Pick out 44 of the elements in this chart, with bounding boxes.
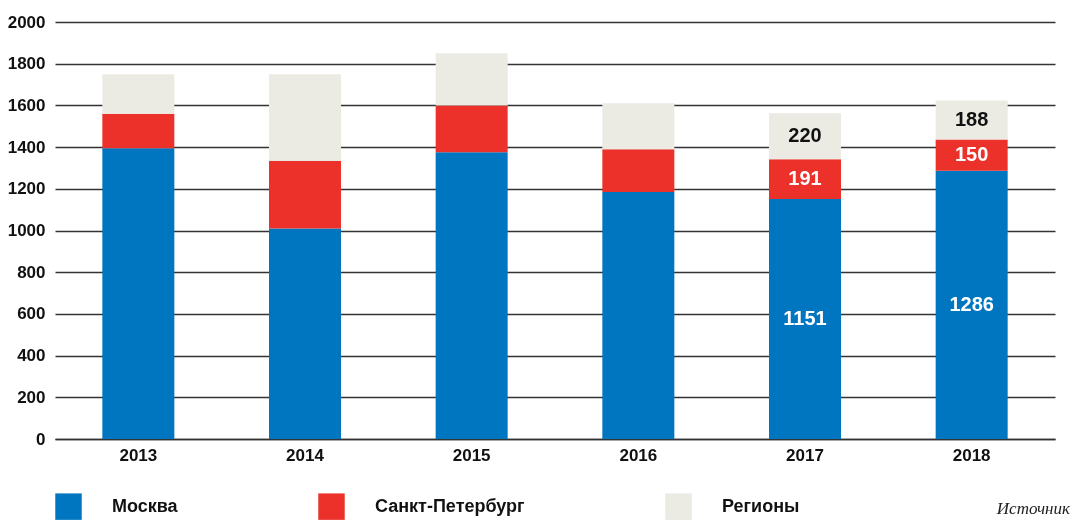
y-tick-label: 0 (36, 429, 46, 449)
bar (602, 149, 675, 192)
y-tick-label: 1000 (7, 221, 46, 240)
x-tick-label: 2014 (286, 445, 325, 465)
data-label: 1286 (949, 292, 994, 315)
x-tick-label: 2018 (952, 445, 991, 465)
bar (269, 74, 341, 161)
data-label: 1151 (783, 307, 827, 330)
bar (769, 159, 841, 200)
y-tick-label: 2000 (7, 12, 46, 32)
bar (102, 148, 175, 439)
data-label: 188 (954, 108, 989, 130)
legend-label: Санкт-Петербург (375, 495, 526, 516)
y-tick-label: 1800 (7, 54, 46, 74)
y-tick-label: 1400 (7, 137, 46, 157)
y-tick-label: 400 (17, 346, 46, 366)
y-tick-label: 1200 (7, 179, 46, 199)
bar (102, 113, 175, 149)
legend-label: Регионы (722, 495, 800, 516)
x-tick-label: 2016 (619, 445, 658, 465)
bar (269, 160, 341, 229)
x-tick-label: 2017 (786, 445, 824, 465)
y-tick-label: 800 (17, 262, 46, 282)
legend-label: Москва (112, 495, 179, 516)
data-label: 150 (954, 143, 989, 166)
data-label: 191 (788, 167, 822, 190)
bar (935, 170, 1008, 439)
y-tick-label: 600 (17, 304, 46, 324)
x-tick-label: 2013 (119, 445, 158, 465)
bar (435, 105, 508, 153)
y-tick-label: 200 (17, 387, 46, 407)
bar (602, 103, 675, 150)
bar (269, 228, 341, 439)
bar (435, 152, 508, 439)
data-label: 220 (788, 124, 822, 147)
bar (102, 74, 175, 114)
bar (602, 191, 675, 439)
bar (435, 53, 508, 106)
text: Источник (996, 499, 1070, 519)
x-tick-label: 2015 (452, 445, 491, 465)
bar (769, 113, 841, 160)
y-tick-label: 1600 (7, 95, 46, 115)
bar (935, 100, 1008, 140)
bar (769, 199, 841, 439)
